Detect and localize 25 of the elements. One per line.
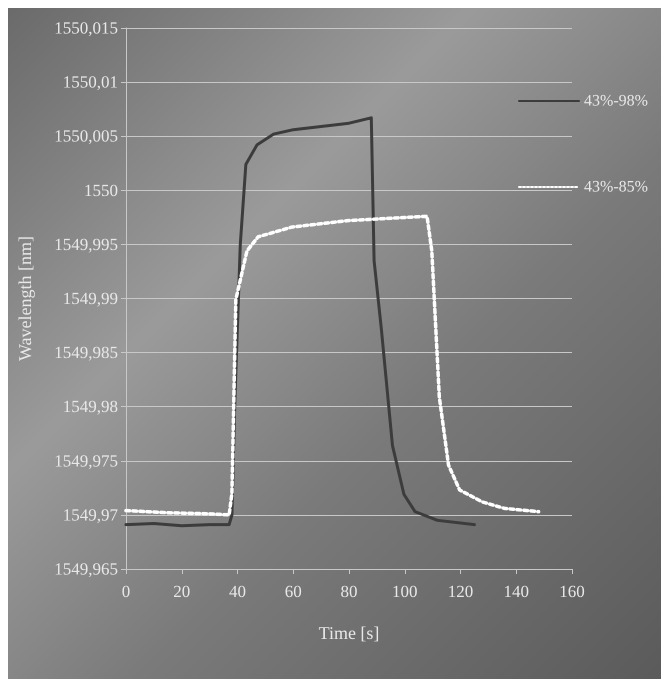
- y-tick-label: 1549,97: [62, 505, 118, 524]
- x-tick-label: 80: [340, 582, 358, 601]
- y-tick-label: 1550,01: [62, 72, 118, 92]
- line-series: [124, 214, 540, 517]
- x-tick-label: 0: [122, 582, 130, 601]
- x-tick-label: 40: [229, 582, 246, 601]
- y-tick-label: 1549,99: [62, 289, 118, 308]
- x-tick-label: 20: [173, 582, 190, 601]
- x-tick-label: 120: [448, 582, 474, 601]
- y-tick-label: 1550: [84, 180, 118, 200]
- legend-label: 43%-98%: [584, 92, 648, 110]
- y-tick-label: 1549,975: [54, 451, 118, 470]
- y-tick-label: 1549,985: [54, 343, 118, 362]
- x-tick-label: 60: [284, 582, 302, 601]
- y-tick-label: 1550,005: [54, 126, 118, 146]
- x-tick-label: 140: [504, 582, 529, 601]
- y-tick-label: 1550,015: [54, 18, 118, 38]
- y-axis-title: Wavelength [nm]: [15, 236, 35, 362]
- y-tick-label: 1549,98: [62, 397, 118, 416]
- y-tick-label: 1549,965: [54, 560, 118, 578]
- x-tick-label: 160: [559, 582, 585, 601]
- x-axis-title: Time [s]: [318, 623, 380, 643]
- legend-label: 43%-85%: [584, 178, 648, 196]
- x-tick-label: 100: [392, 582, 418, 601]
- y-tick-label: 1549,995: [54, 234, 118, 254]
